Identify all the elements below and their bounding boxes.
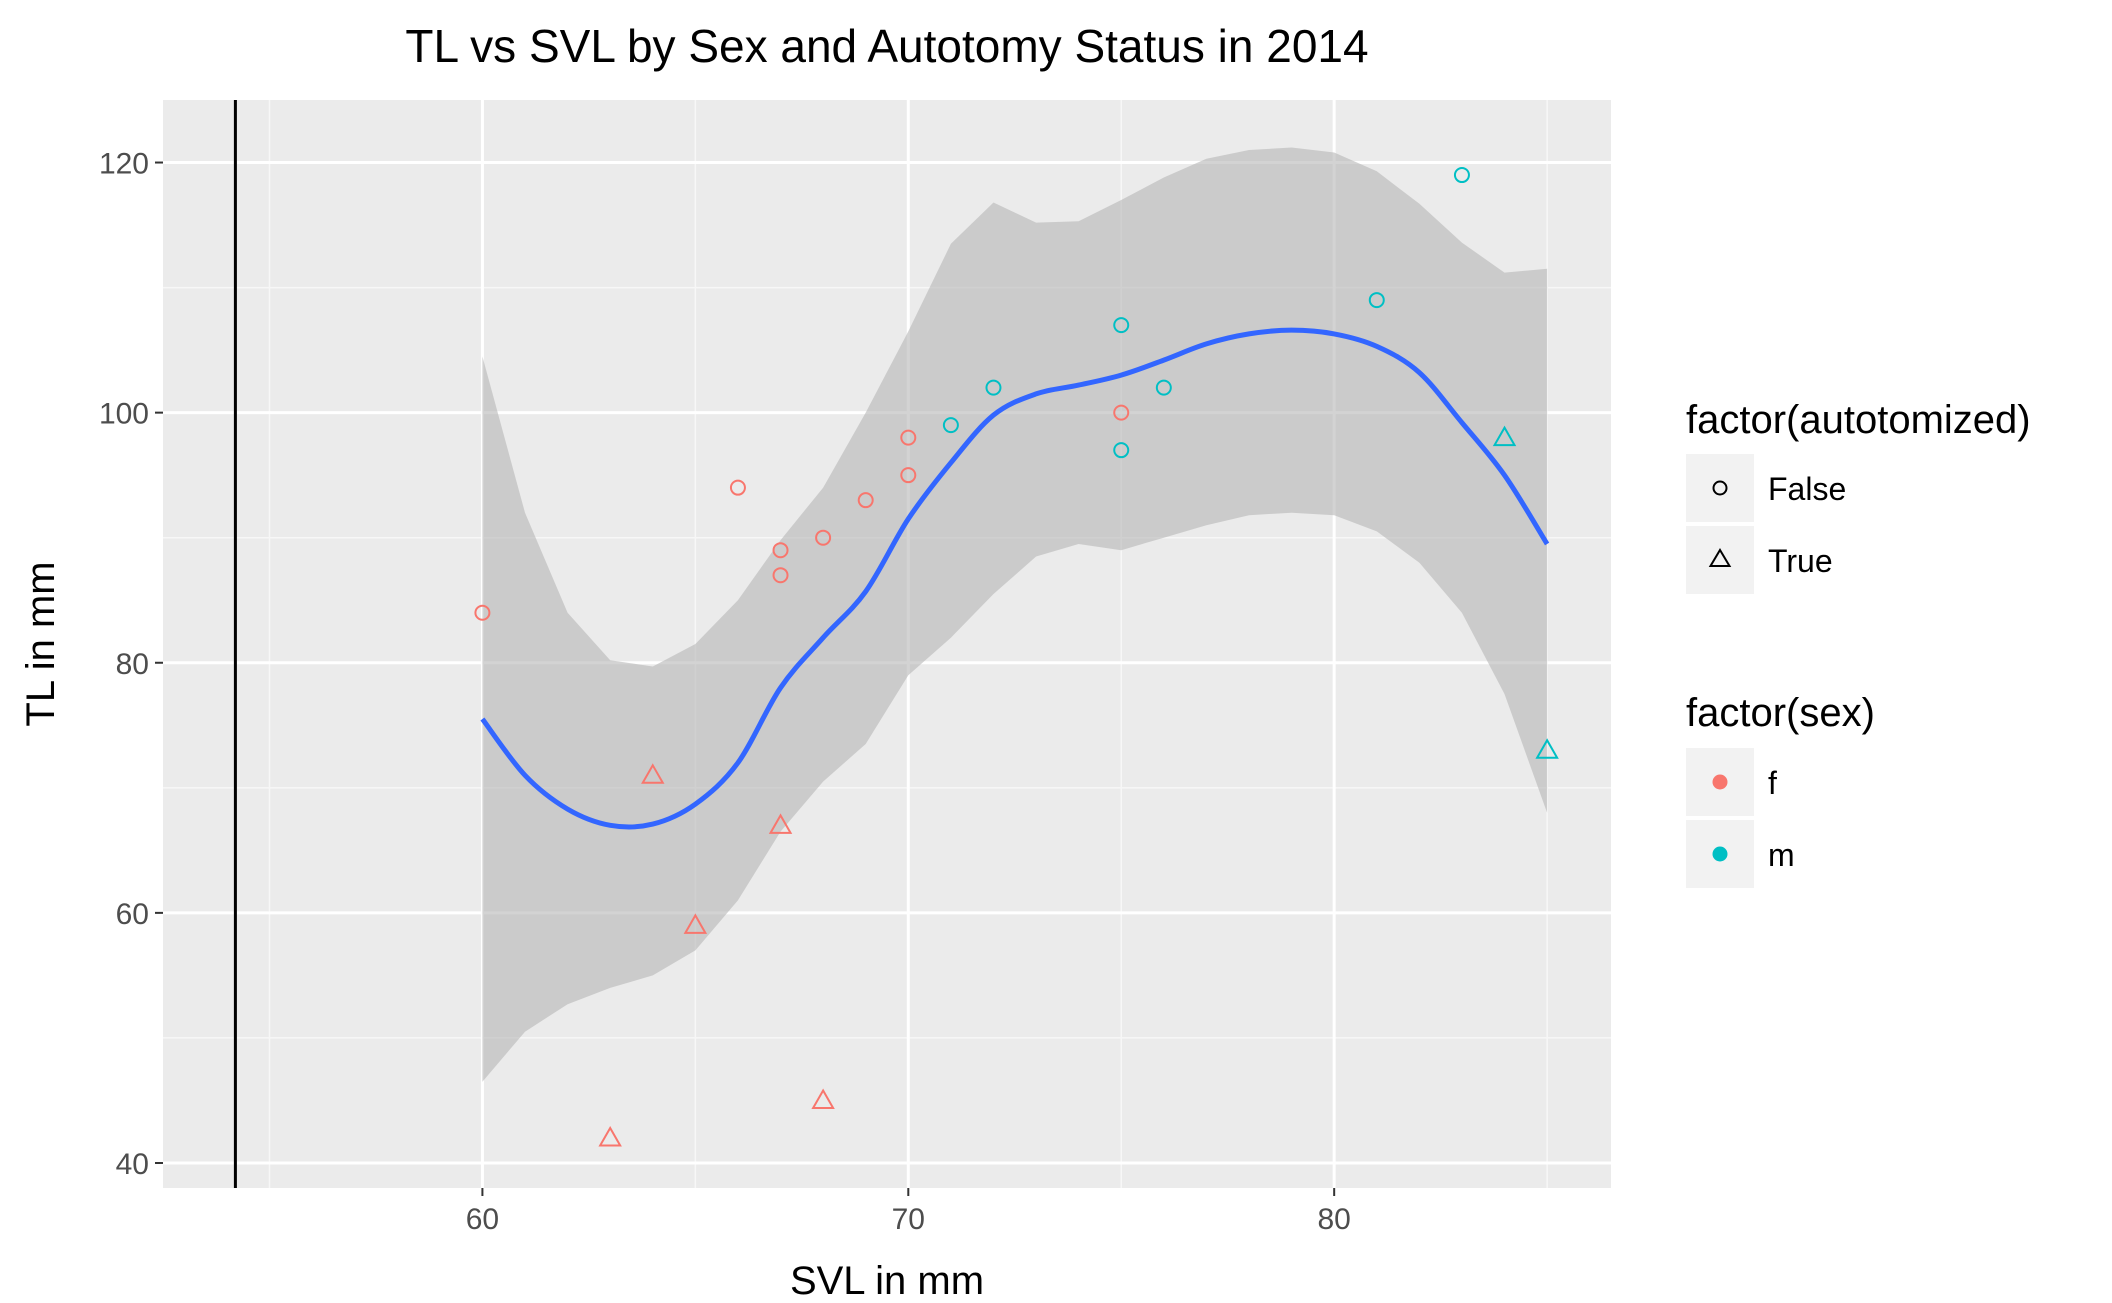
legend-label-false: False [1768, 471, 1846, 507]
legend-key-false-circle [1712, 480, 1728, 496]
point-triangle-m [1492, 425, 1517, 447]
y-tick-label: 60 [116, 898, 149, 931]
point-circle-f [857, 492, 874, 509]
point-circle-f [772, 567, 789, 584]
x-tick-label: 60 [466, 1203, 499, 1236]
confidence-band [482, 147, 1548, 1082]
legend-key-bg [1686, 526, 1754, 594]
y-tick-label: 120 [99, 148, 149, 181]
data-points [474, 167, 1559, 1147]
legend-key-f-dot [1712, 774, 1728, 790]
chart-title: TL vs SVL by Sex and Autotomy Status in … [405, 20, 1368, 72]
legend: factor(autotomized) False True factor(se… [1686, 398, 2031, 888]
y-tick-label: 80 [116, 648, 149, 681]
legend-color-title: factor(sex) [1686, 691, 1875, 735]
point-triangle-f [768, 813, 793, 834]
point-circle-f [815, 529, 832, 546]
point-circle-f [474, 604, 491, 621]
point-triangle-f [641, 763, 665, 784]
point-circle-f [900, 467, 917, 484]
axes: 60 70 80 40 60 80 100 120 [99, 148, 1351, 1236]
legend-key-m-dot [1712, 846, 1728, 862]
legend-key-true-triangle [1708, 548, 1732, 567]
point-circle-f [729, 479, 746, 496]
point-triangle-f [683, 913, 708, 934]
point-circle-m [1453, 167, 1470, 184]
point-circle-m [985, 379, 1002, 396]
x-tick-label: 70 [892, 1203, 925, 1236]
point-triangle-f [811, 1088, 835, 1109]
point-circle-f [1113, 404, 1130, 421]
y-tick-label: 40 [116, 1148, 149, 1181]
legend-label-f: f [1768, 765, 1777, 801]
legend-key-bg [1686, 454, 1754, 522]
y-tick-label: 100 [99, 398, 149, 431]
x-axis-label: SVL in mm [790, 1259, 984, 1303]
point-circle-f [772, 542, 789, 559]
point-circle-m [1113, 317, 1130, 334]
legend-shape-title: factor(autotomized) [1686, 398, 2031, 442]
point-circle-m [942, 417, 959, 434]
point-circle-m [1368, 292, 1385, 309]
legend-label-true: True [1768, 543, 1833, 579]
point-circle-m [1113, 442, 1130, 459]
point-triangle-m [1535, 738, 1559, 759]
legend-label-m: m [1768, 837, 1795, 873]
point-circle-m [1155, 379, 1172, 396]
smooth-line [480, 327, 1550, 830]
x-tick-label: 80 [1317, 1203, 1350, 1236]
point-circle-f [900, 429, 917, 446]
point-triangle-f [598, 1125, 622, 1147]
y-axis-label: TL in mm [19, 561, 63, 726]
